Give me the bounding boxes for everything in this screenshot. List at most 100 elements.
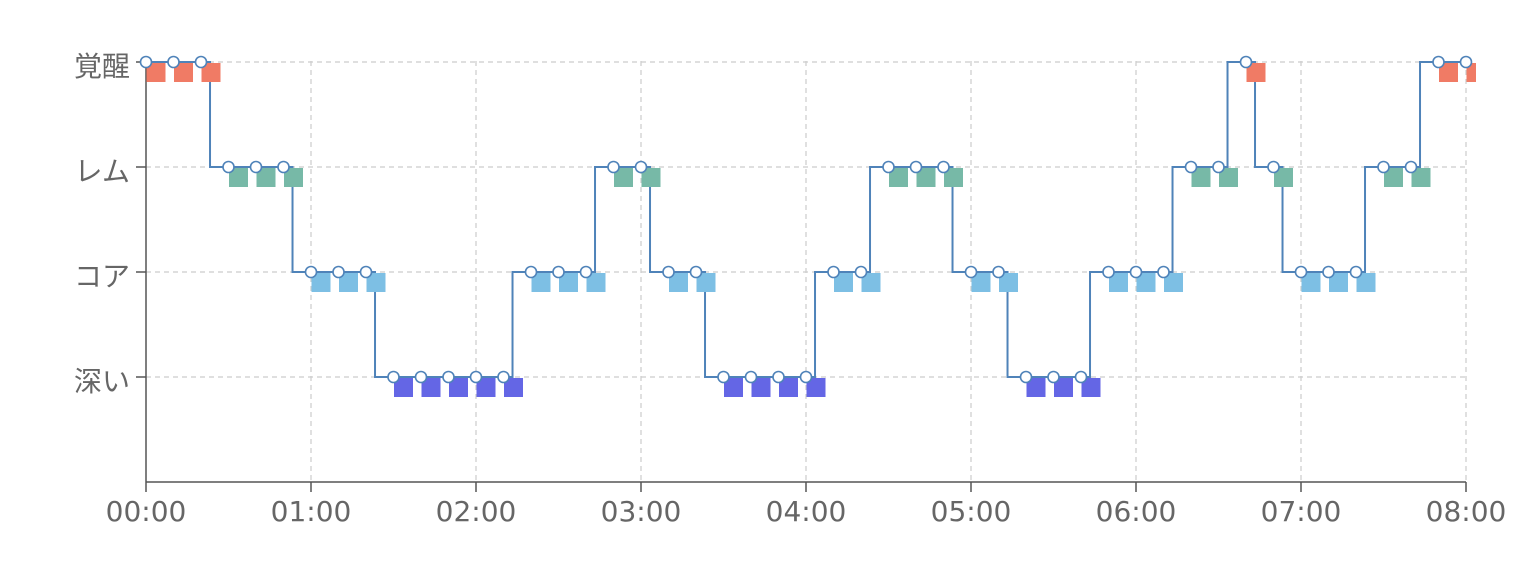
sleep-series [139, 55, 1476, 397]
stage-marker [201, 63, 221, 82]
stage-marker [834, 273, 853, 292]
sample-point [1404, 160, 1418, 174]
stage-marker [944, 168, 963, 187]
stage-marker [174, 63, 193, 82]
stage-marker [779, 378, 798, 397]
sample-point [607, 160, 620, 174]
stage-marker [366, 273, 386, 292]
stage-marker [559, 273, 578, 292]
sample-point [992, 265, 1005, 279]
sample-point [304, 265, 318, 279]
stage-marker [504, 378, 523, 397]
stage-marker [1219, 168, 1238, 187]
sample-point [524, 265, 538, 279]
stage-marker [889, 168, 908, 187]
sample-point [359, 265, 373, 279]
stage-marker [614, 168, 633, 187]
sample-point [827, 265, 840, 279]
stage-marker [696, 273, 716, 292]
x-tick-label: 08:00 [1426, 495, 1507, 528]
sample-point [854, 265, 868, 279]
x-tick-label: 07:00 [1261, 495, 1342, 528]
x-tick-label: 03:00 [601, 495, 682, 528]
sample-point [552, 265, 565, 279]
sample-point [332, 265, 345, 279]
stage-marker [1054, 378, 1073, 397]
x-tick-label: 04:00 [766, 495, 847, 528]
stage-marker [1109, 273, 1128, 292]
sample-point [249, 160, 263, 174]
x-tick-label: 05:00 [931, 495, 1012, 528]
sample-point [579, 265, 593, 279]
stage-marker [586, 273, 606, 292]
stage-marker [421, 378, 441, 397]
sample-point [1184, 160, 1198, 174]
stage-marker [284, 168, 303, 187]
sample-point [1157, 265, 1170, 279]
stage-marker [861, 273, 881, 292]
sample-points [139, 55, 1473, 384]
stage-marker [1026, 378, 1046, 397]
stage-marker [394, 378, 413, 397]
sample-point [909, 160, 923, 174]
sample-point [222, 160, 235, 174]
x-tick-label: 01:00 [271, 495, 352, 528]
sample-point [772, 370, 785, 384]
stage-marker [229, 168, 248, 187]
sample-point [882, 160, 895, 174]
stage-marker [641, 168, 661, 187]
stage-marker [1329, 273, 1348, 292]
stage-marker [1356, 273, 1376, 292]
sample-point [194, 55, 208, 69]
sample-point [167, 55, 180, 69]
sample-point [964, 265, 978, 279]
sample-point [937, 160, 950, 174]
sample-point [1047, 370, 1060, 384]
stage-marker [339, 273, 358, 292]
stage-marker [1164, 273, 1183, 292]
stage-marker [1191, 168, 1211, 187]
sample-point [414, 370, 428, 384]
stage-marker [1411, 168, 1431, 187]
sample-point [662, 265, 675, 279]
sample-point [497, 370, 510, 384]
axes [136, 57, 1467, 492]
sample-point [1239, 55, 1253, 69]
stage-markers [146, 63, 1476, 397]
stage-marker [1301, 273, 1321, 292]
stage-marker [1136, 273, 1156, 292]
sample-point [1212, 160, 1225, 174]
sample-point [1267, 160, 1280, 174]
y-tick-label: 深い [74, 365, 130, 398]
sample-point [277, 160, 290, 174]
stage-marker [806, 378, 826, 397]
sample-point [139, 55, 153, 69]
stage-marker [669, 273, 688, 292]
sample-point [469, 370, 483, 384]
sample-point [717, 370, 730, 384]
sample-point [634, 160, 648, 174]
sample-point [1294, 265, 1308, 279]
sample-point [689, 265, 703, 279]
stage-marker [531, 273, 551, 292]
x-tick-label: 06:00 [1096, 495, 1177, 528]
sample-point [1349, 265, 1363, 279]
stage-marker [476, 378, 496, 397]
x-tick-labels: 00:00 01:00 02:00 03:00 04:00 05:00 06:00 07:00… [106, 495, 1507, 528]
sample-point [1377, 160, 1390, 174]
stage-marker [1081, 378, 1101, 397]
stage-marker [256, 168, 276, 187]
sample-point [799, 370, 813, 384]
stage-marker [311, 273, 331, 292]
y-tick-label: 覚醒 [74, 50, 130, 83]
stage-marker [971, 273, 991, 292]
stage-marker [1274, 168, 1293, 187]
sample-point [744, 370, 758, 384]
stage-marker [1466, 63, 1476, 82]
x-tick-label: 00:00 [106, 495, 187, 528]
sample-point [1459, 55, 1473, 69]
stage-marker [1439, 63, 1458, 82]
stage-marker [146, 63, 166, 82]
